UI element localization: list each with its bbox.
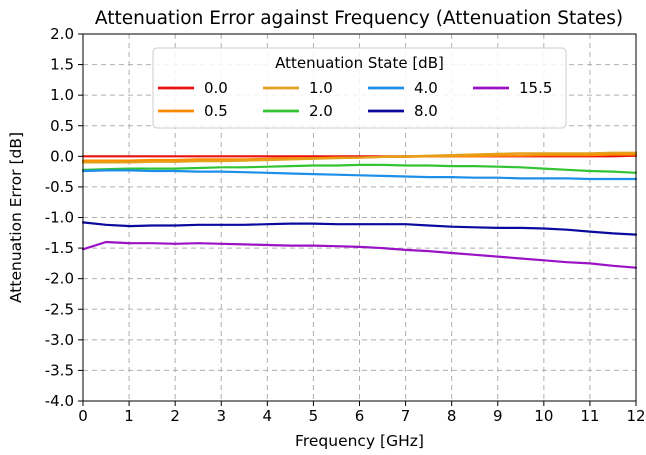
y-axis-label: Attenuation Error [dB] xyxy=(7,132,25,303)
y-tick-label: 1.0 xyxy=(50,86,74,104)
y-tick-label: -3.5 xyxy=(45,361,74,379)
x-tick-label: 11 xyxy=(580,407,599,425)
series-line-1.0 xyxy=(81,151,638,164)
legend-box xyxy=(152,47,567,129)
x-tick-label: 0 xyxy=(78,407,88,425)
x-tick-label: 12 xyxy=(626,407,645,425)
legend-label-8.0: 8.0 xyxy=(414,102,438,120)
x-tick-label: 9 xyxy=(493,407,503,425)
y-tick-label: 0.0 xyxy=(50,147,74,165)
x-tick-label: 2 xyxy=(170,407,180,425)
x-tick-label: 3 xyxy=(216,407,226,425)
legend-label-0.0: 0.0 xyxy=(204,79,228,97)
legend-label-15.5: 15.5 xyxy=(519,79,552,97)
y-tick-label: -0.5 xyxy=(45,178,74,196)
y-tick-label: -2.5 xyxy=(45,300,74,318)
chart-title: Attenuation Error against Frequency (Att… xyxy=(95,8,623,29)
series-lines xyxy=(81,151,638,269)
series-line-0.0 xyxy=(81,154,638,158)
x-tick-label: 1 xyxy=(124,407,134,425)
x-tick-label: 4 xyxy=(263,407,273,425)
x-tick-label: 7 xyxy=(401,407,411,425)
legend-entries: 0.0 0.5 1.0 2.0 4.0 8.0 15.5 xyxy=(158,79,552,120)
y-tick-label: 1.5 xyxy=(50,56,74,74)
series-line-15.5 xyxy=(81,240,638,269)
y-tick-label: -4.0 xyxy=(45,392,74,410)
legend-label-2.0: 2.0 xyxy=(309,102,333,120)
axis-ticks: 0 1 2 3 4 5 6 7 8 9 10 11 122.01.51.00.50.0-0.5-1.0-… xyxy=(45,25,646,425)
series-line-2.0 xyxy=(81,163,638,174)
legend: Attenuation State [dB] 0.0 0.5 1.0 2.0 4.0 8.… xyxy=(152,47,567,129)
y-tick-label: -2.0 xyxy=(45,270,74,288)
x-tick-label: 6 xyxy=(355,407,365,425)
legend-label-0.5: 0.5 xyxy=(204,102,228,120)
series-line-4.0 xyxy=(81,169,638,181)
y-tick-label: -1.0 xyxy=(45,209,74,227)
series-line-8.0 xyxy=(81,221,638,236)
legend-label-1.0: 1.0 xyxy=(309,79,333,97)
x-axis-label: Frequency [GHz] xyxy=(295,432,424,450)
y-tick-label: 0.5 xyxy=(50,117,74,135)
x-tick-label: 10 xyxy=(534,407,553,425)
legend-label-4.0: 4.0 xyxy=(414,79,438,97)
y-tick-label: -1.5 xyxy=(45,239,74,257)
y-tick-label: 2.0 xyxy=(50,25,74,43)
grid xyxy=(83,34,636,401)
y-tick-label: -3.0 xyxy=(45,331,74,349)
x-tick-label: 5 xyxy=(309,407,319,425)
legend-title: Attenuation State [dB] xyxy=(275,54,444,72)
x-tick-label: 8 xyxy=(447,407,457,425)
